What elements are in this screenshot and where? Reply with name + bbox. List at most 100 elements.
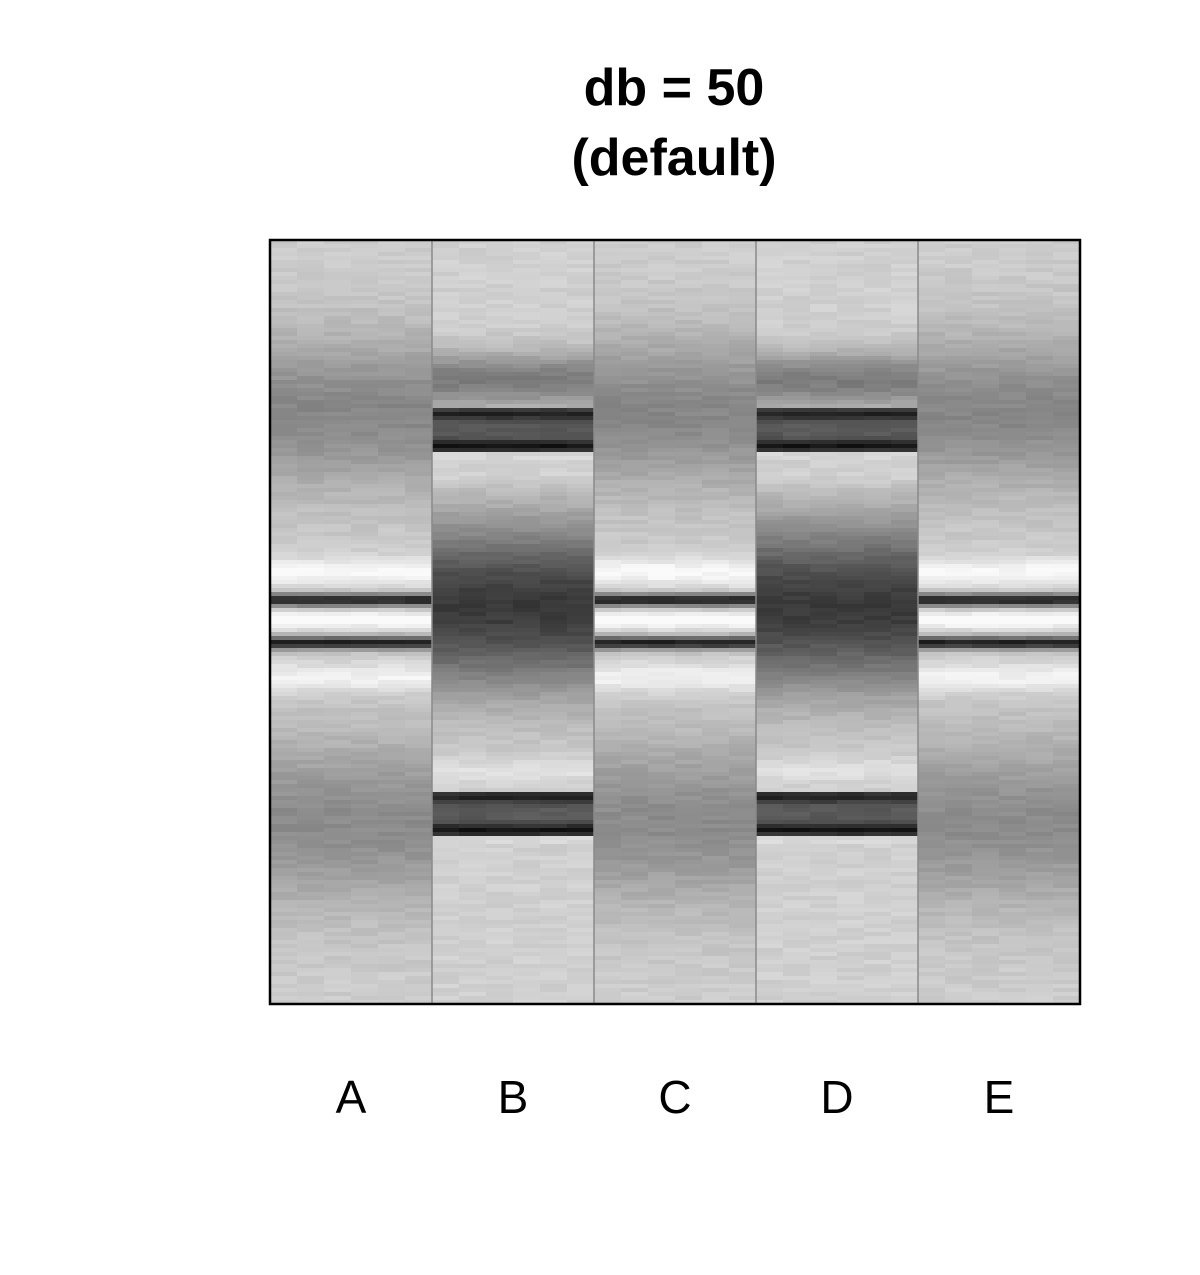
- heatmap-cell: [459, 256, 487, 261]
- heatmap-cell: [837, 628, 865, 633]
- heatmap-cell: [621, 704, 649, 709]
- heatmap-cell: [810, 656, 838, 661]
- heatmap-cell: [729, 720, 757, 725]
- heatmap-cell: [540, 896, 568, 901]
- heatmap-cell: [702, 440, 730, 445]
- heatmap-cell: [945, 472, 973, 477]
- heatmap-cell: [378, 896, 406, 901]
- heatmap-cell: [594, 952, 622, 957]
- heatmap-cell: [594, 956, 622, 961]
- heatmap-cell: [702, 724, 730, 729]
- heatmap-cell: [621, 384, 649, 389]
- heatmap-cell: [324, 912, 352, 917]
- heatmap-cell: [621, 748, 649, 753]
- heatmap-cell: [486, 336, 514, 341]
- heatmap-cell: [945, 368, 973, 373]
- heatmap-cell: [864, 884, 892, 889]
- heatmap-cell: [513, 776, 541, 781]
- heatmap-cell: [864, 948, 892, 953]
- heatmap-cell: [297, 308, 325, 313]
- heatmap-cell: [324, 352, 352, 357]
- heatmap-cell: [1026, 416, 1054, 421]
- heatmap-cell: [540, 920, 568, 925]
- heatmap-cell: [810, 880, 838, 885]
- heatmap-cell: [621, 356, 649, 361]
- heatmap-cell: [297, 348, 325, 353]
- heatmap-cell: [513, 1000, 541, 1005]
- heatmap-cell: [486, 352, 514, 357]
- heatmap-cell: [540, 552, 568, 557]
- heatmap-cell: [837, 760, 865, 765]
- heatmap-cell: [783, 668, 811, 673]
- heatmap-cell: [918, 376, 946, 381]
- heatmap-cell: [972, 360, 1000, 365]
- heatmap-cell: [810, 744, 838, 749]
- heatmap-cell: [810, 908, 838, 913]
- heatmap-cell: [324, 616, 352, 621]
- heatmap-cell: [891, 956, 919, 961]
- heatmap-cell: [567, 344, 595, 349]
- heatmap-cell: [621, 848, 649, 853]
- heatmap-cell: [621, 672, 649, 677]
- heatmap-cell: [459, 436, 487, 441]
- heatmap-cell: [351, 504, 379, 509]
- heatmap-cell: [675, 448, 703, 453]
- heatmap-cell: [675, 480, 703, 485]
- heatmap-cell: [702, 664, 730, 669]
- heatmap-cell: [378, 240, 406, 245]
- heatmap-cell: [837, 584, 865, 589]
- heatmap-cell: [945, 500, 973, 505]
- heatmap-cell: [351, 256, 379, 261]
- heatmap-cell: [540, 504, 568, 509]
- heatmap-cell: [810, 612, 838, 617]
- heatmap-cell: [648, 540, 676, 545]
- heatmap-cell: [891, 880, 919, 885]
- heatmap-cell: [891, 808, 919, 813]
- heatmap-cell: [378, 368, 406, 373]
- heatmap-cell: [756, 392, 784, 397]
- heatmap-cell: [648, 784, 676, 789]
- heatmap-cell: [945, 388, 973, 393]
- heatmap-cell: [837, 736, 865, 741]
- heatmap-cell: [864, 716, 892, 721]
- heatmap-cell: [837, 248, 865, 253]
- heatmap-cell: [729, 772, 757, 777]
- heatmap-cell: [648, 492, 676, 497]
- heatmap-cell: [432, 524, 460, 529]
- heatmap-cell: [378, 680, 406, 685]
- heatmap-cell: [918, 324, 946, 329]
- heatmap-cell: [405, 416, 433, 421]
- heatmap-cell: [648, 908, 676, 913]
- heatmap-cell: [810, 472, 838, 477]
- heatmap-cell: [945, 456, 973, 461]
- heatmap-cell: [270, 788, 298, 793]
- heatmap-cell: [756, 912, 784, 917]
- heatmap-cell: [594, 460, 622, 465]
- heatmap-cell: [351, 536, 379, 541]
- heatmap-cell: [729, 292, 757, 297]
- heatmap-cell: [702, 256, 730, 261]
- heatmap-cell: [405, 940, 433, 945]
- heatmap-cell: [486, 424, 514, 429]
- heatmap-cell: [702, 704, 730, 709]
- heatmap-cell: [648, 276, 676, 281]
- heatmap-cell: [648, 292, 676, 297]
- heatmap-cell: [945, 336, 973, 341]
- heatmap-cell: [1053, 468, 1081, 473]
- heatmap-cell: [756, 292, 784, 297]
- heatmap-cell: [351, 748, 379, 753]
- heatmap-cell: [702, 624, 730, 629]
- heatmap-cell: [1053, 316, 1081, 321]
- heatmap-cell: [729, 360, 757, 365]
- heatmap-cell: [324, 708, 352, 713]
- heatmap-cell: [918, 312, 946, 317]
- heatmap-cell: [1026, 304, 1054, 309]
- heatmap-cell: [999, 480, 1027, 485]
- heatmap-cell: [918, 380, 946, 385]
- heatmap-cell: [270, 744, 298, 749]
- heatmap-cell: [837, 884, 865, 889]
- heatmap-cell: [837, 284, 865, 289]
- heatmap-cell: [756, 836, 784, 841]
- heatmap-cell: [756, 812, 784, 817]
- heatmap-cell: [783, 512, 811, 517]
